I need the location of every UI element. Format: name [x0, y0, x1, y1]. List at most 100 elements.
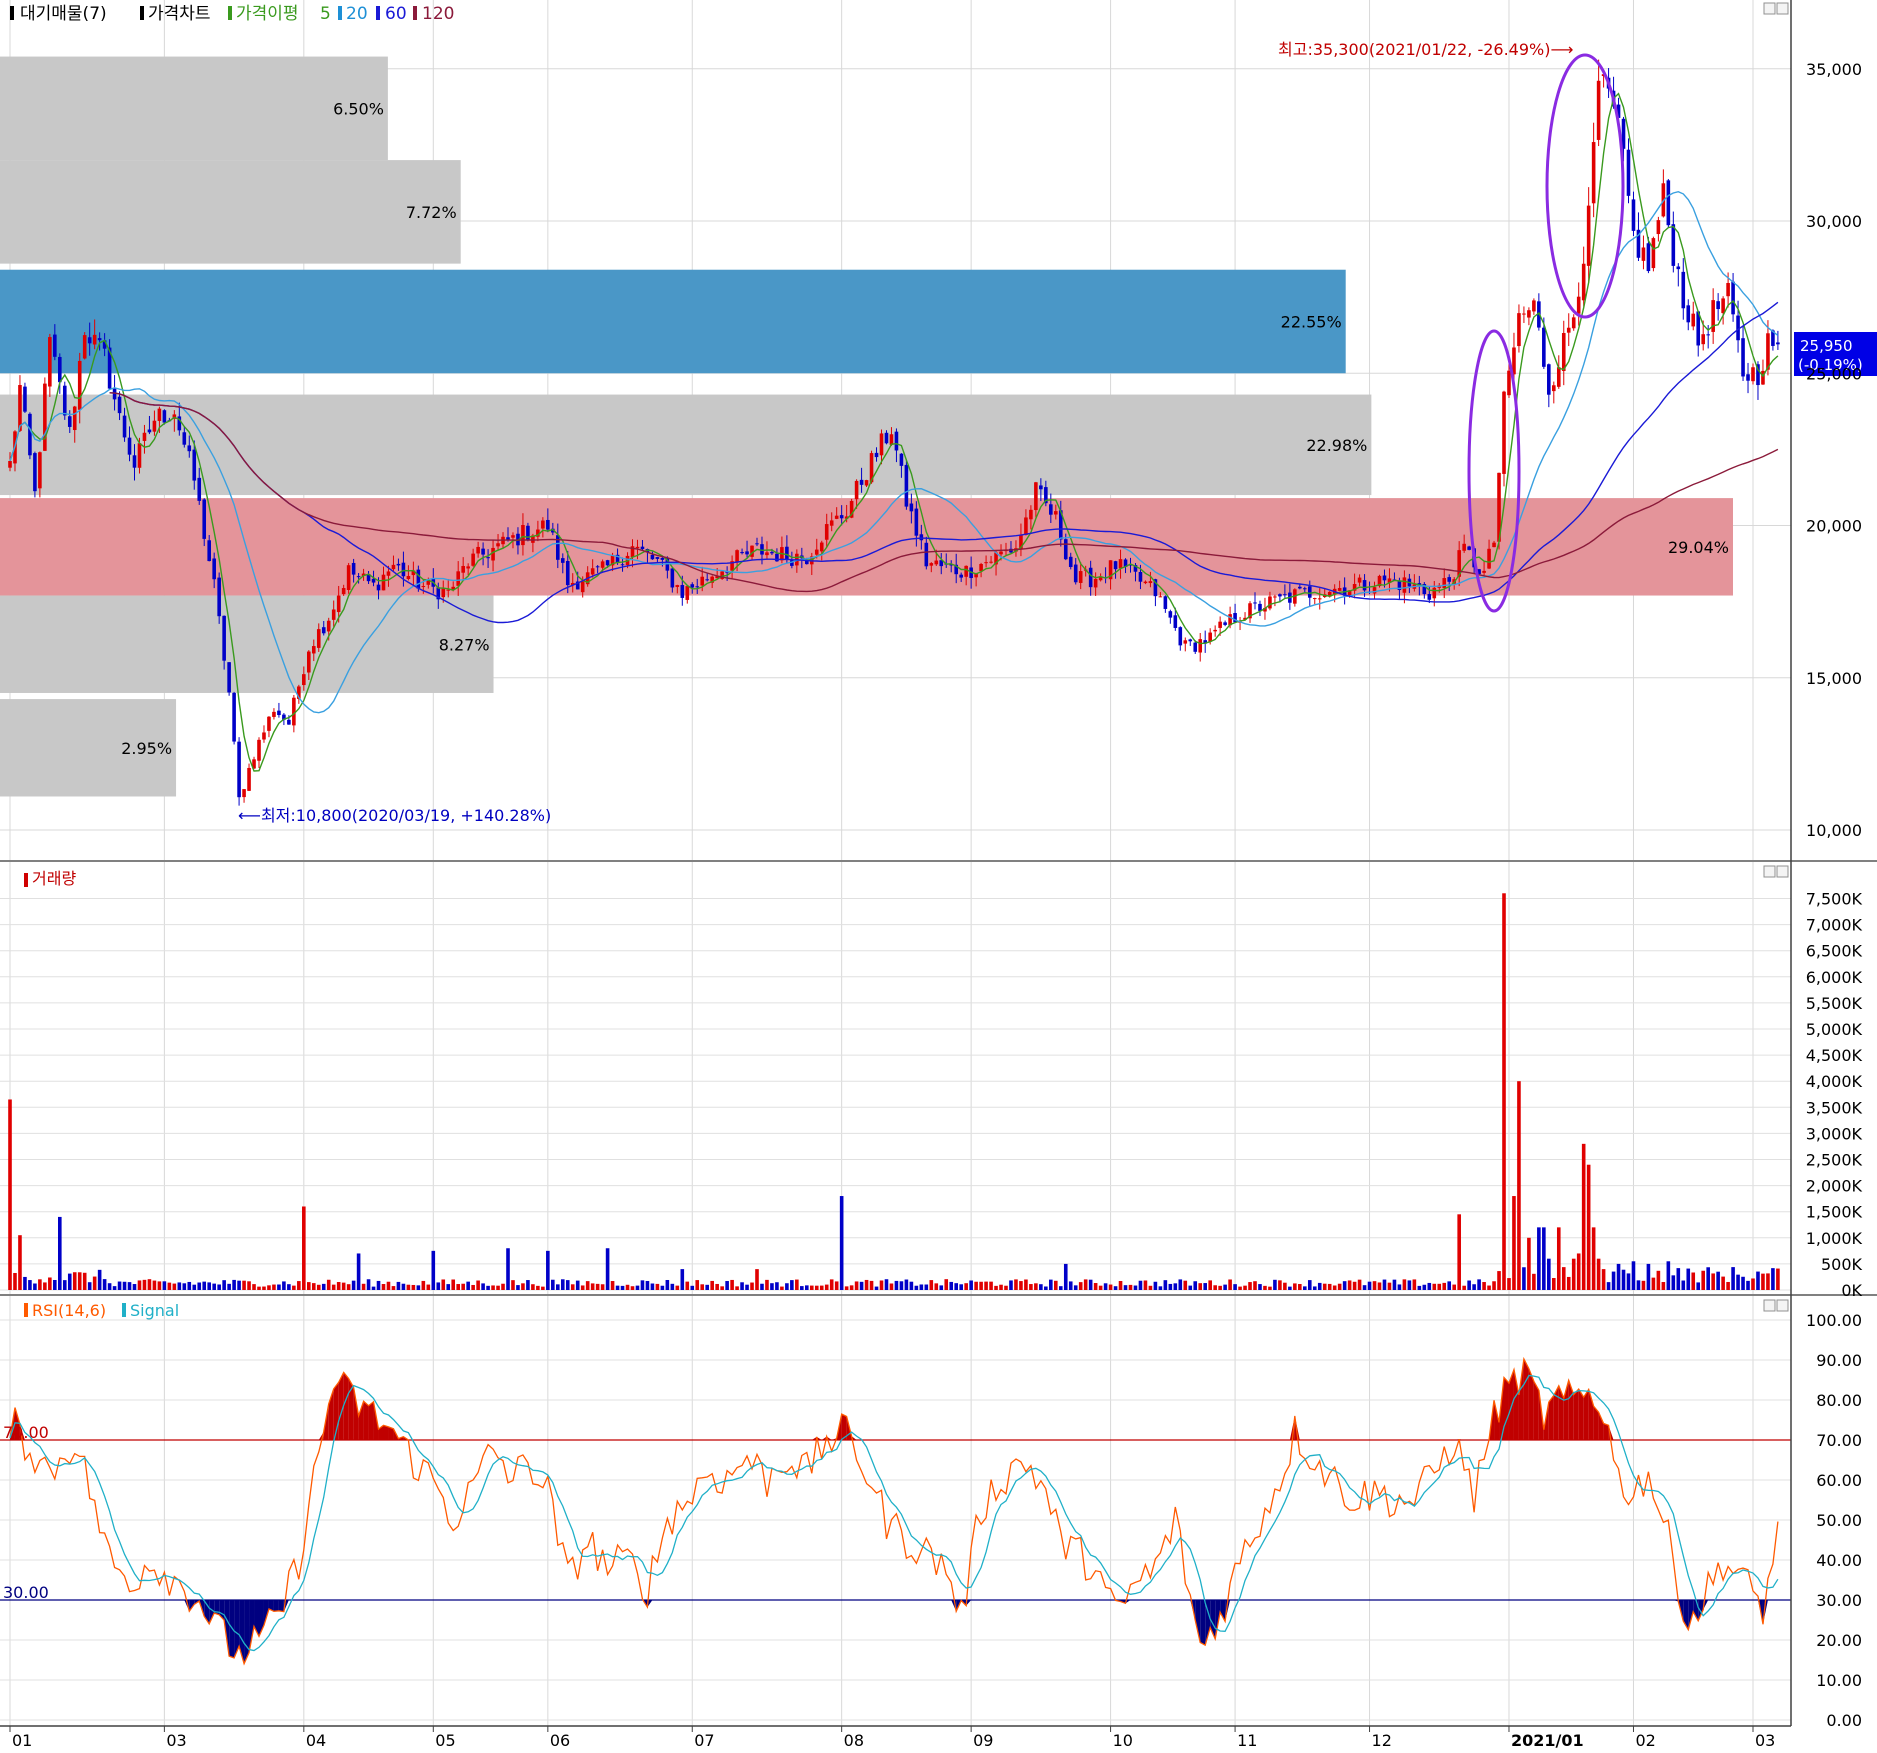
volume-tick-label: 4,000K: [1806, 1072, 1863, 1091]
x-tick-label: 09: [973, 1731, 993, 1749]
candle-body: [153, 421, 157, 432]
candle-body: [740, 552, 744, 553]
volume-bar: [436, 1282, 440, 1290]
volume-bar: [227, 1284, 231, 1290]
volume-bar: [387, 1282, 391, 1290]
volume-bar: [1109, 1285, 1113, 1290]
volume-bar: [1308, 1280, 1312, 1290]
volume-bar: [1134, 1286, 1138, 1290]
volume-bar: [591, 1283, 595, 1290]
close-icon[interactable]: [1777, 1300, 1788, 1311]
minimize-icon[interactable]: [1764, 3, 1775, 14]
volume-bar: [143, 1280, 147, 1290]
minimize-icon[interactable]: [1764, 866, 1775, 877]
volume-bar: [1198, 1283, 1202, 1290]
volume-bar: [636, 1286, 640, 1290]
candle-body: [641, 547, 645, 549]
legend-ma120[interactable]: 120: [422, 4, 454, 24]
legend-price-ma[interactable]: 가격이평: [236, 4, 299, 24]
minimize-icon[interactable]: [1764, 1300, 1775, 1311]
candle-body: [317, 629, 321, 648]
volume-bar: [1243, 1286, 1247, 1290]
volume-bar: [949, 1282, 953, 1290]
volume-bar: [616, 1286, 620, 1290]
rsi-title[interactable]: RSI(14,6): [32, 1301, 106, 1320]
volume-bar: [1064, 1264, 1068, 1290]
rsi-title-marker: [24, 1303, 28, 1317]
candle-body: [217, 578, 221, 617]
rsi-signal-title[interactable]: Signal: [130, 1301, 179, 1320]
volume-bar: [1313, 1286, 1317, 1290]
legend-price-chart[interactable]: 가격차트: [148, 4, 211, 24]
candle-body: [143, 433, 147, 441]
volume-bar: [451, 1280, 455, 1290]
candle-body: [23, 387, 27, 412]
volume-bar: [58, 1217, 62, 1290]
volume-bar: [392, 1286, 396, 1290]
volume-bar: [685, 1282, 689, 1290]
volume-bar: [1766, 1273, 1770, 1290]
candle-body: [1741, 338, 1745, 376]
volume-bar: [516, 1285, 520, 1290]
rsi-tick-label: 80.00: [1816, 1391, 1862, 1410]
volume-bar: [1169, 1284, 1173, 1290]
candle-body: [1298, 587, 1302, 589]
candle-body: [78, 361, 82, 410]
legend-ma5[interactable]: 5: [320, 4, 331, 24]
legend-ma60[interactable]: 60: [385, 4, 407, 24]
candle-body: [541, 521, 545, 529]
volume-bar: [900, 1281, 904, 1290]
candle-body: [407, 576, 411, 579]
close-icon[interactable]: [1777, 866, 1788, 877]
volume-bar: [1681, 1281, 1685, 1290]
volume-bar: [93, 1277, 97, 1290]
legend-overhang[interactable]: 대기매물(7): [20, 4, 107, 24]
volume-bar: [755, 1269, 759, 1290]
candle-body: [621, 564, 625, 565]
volume-bar: [1029, 1284, 1033, 1290]
candle-body: [267, 717, 271, 731]
candle-body: [880, 433, 884, 455]
candle-body: [676, 585, 680, 587]
volume-bar: [785, 1283, 789, 1290]
volume-bar: [1741, 1277, 1745, 1290]
candle-body: [302, 674, 306, 685]
volume-bar: [1756, 1272, 1760, 1290]
candle-body: [865, 480, 869, 485]
volume-bar: [1124, 1285, 1128, 1290]
volume-bar: [1348, 1280, 1352, 1290]
volume-bar: [1677, 1268, 1681, 1290]
candle-body: [1253, 602, 1257, 603]
volume-bar: [1517, 1081, 1521, 1290]
candle-body: [392, 565, 396, 569]
candle-body: [1542, 328, 1546, 367]
candle-body: [1428, 594, 1432, 600]
volume-bar: [1432, 1284, 1436, 1290]
overhang-label: 22.55%: [1281, 312, 1342, 331]
volume-bar: [456, 1284, 460, 1290]
candle-body: [1034, 482, 1038, 510]
volume-bar: [810, 1286, 814, 1290]
volume-bar: [541, 1287, 545, 1290]
volume-bar: [33, 1284, 37, 1290]
candle-body: [1024, 517, 1028, 534]
volume-tick-label: 2,000K: [1806, 1177, 1863, 1196]
candle-body: [1597, 81, 1601, 140]
close-icon[interactable]: [1777, 3, 1788, 14]
volume-tick-label: 5,500K: [1806, 994, 1863, 1013]
volume-bar: [621, 1286, 625, 1290]
volume-bar: [1771, 1268, 1775, 1290]
volume-bar: [944, 1279, 948, 1290]
volume-bar: [382, 1284, 386, 1290]
volume-bar: [735, 1286, 739, 1290]
legend-ma20[interactable]: 20: [346, 4, 368, 24]
candle-body: [43, 384, 47, 451]
candle-body: [1069, 557, 1073, 567]
volume-title[interactable]: 거래량: [32, 869, 76, 888]
candle-body: [1462, 544, 1466, 551]
volume-bar: [506, 1248, 510, 1290]
volume-bar: [1368, 1282, 1372, 1290]
volume-bar: [1203, 1283, 1207, 1290]
volume-bar: [1069, 1281, 1073, 1290]
candle-body: [1338, 588, 1342, 591]
